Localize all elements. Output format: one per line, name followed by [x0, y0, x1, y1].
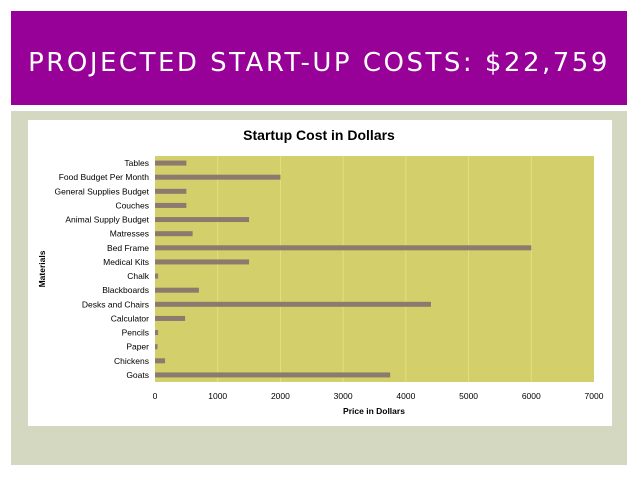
- bar: [155, 330, 159, 336]
- category-label: Matresses: [110, 229, 149, 239]
- category-label: Pencils: [122, 328, 149, 338]
- bar: [155, 273, 159, 279]
- x-tick-label: 6000: [522, 391, 541, 401]
- bar: [155, 217, 250, 223]
- x-tick-label: 1000: [208, 391, 227, 401]
- x-tick-labels: 0 1000 2000 3000 4000 5000 6000 7000: [153, 391, 604, 401]
- bar: [155, 245, 532, 251]
- x-tick-label: 0: [153, 391, 158, 401]
- bar: [155, 315, 186, 321]
- bar: [155, 358, 166, 364]
- bar: [155, 344, 158, 350]
- category-label: Food Budget Per Month: [59, 172, 150, 182]
- bar: [155, 188, 187, 194]
- category-label: Bed Frame: [107, 243, 149, 253]
- category-label: Chickens: [114, 356, 149, 366]
- slide-title: PROJECTED START-UP COSTS: $22,759: [28, 48, 610, 78]
- bar: [155, 301, 431, 307]
- bar: [155, 231, 193, 237]
- plot-area: [155, 156, 594, 382]
- bar-chart: Startup Cost in Dollars Tables Food Budge…: [37, 127, 604, 416]
- category-label: Animal Supply Budget: [65, 215, 149, 225]
- category-label: General Supplies Budget: [54, 186, 149, 196]
- gridlines: [217, 156, 532, 382]
- x-tick-label: 5000: [459, 391, 478, 401]
- x-tick-label: 4000: [396, 391, 415, 401]
- bar: [155, 287, 199, 293]
- category-label: Medical Kits: [103, 257, 149, 267]
- bars: [155, 160, 532, 378]
- category-label: Goats: [126, 370, 149, 380]
- x-tick-label: 7000: [585, 391, 604, 401]
- category-label: Chalk: [127, 271, 149, 281]
- bar: [155, 259, 250, 265]
- category-label: Calculator: [111, 313, 149, 323]
- category-label: Blackboards: [102, 285, 149, 295]
- bar: [155, 174, 281, 180]
- bar: [155, 372, 391, 378]
- chart-title: Startup Cost in Dollars: [243, 127, 395, 143]
- x-tick-label: 3000: [334, 391, 353, 401]
- category-label: Paper: [126, 342, 149, 352]
- x-tick-label: 2000: [271, 391, 290, 401]
- bar: [155, 160, 187, 166]
- bar: [155, 202, 187, 208]
- x-axis-title: Price in Dollars: [343, 406, 405, 416]
- title-banner: PROJECTED START-UP COSTS: $22,759: [11, 11, 627, 105]
- category-label: Desks and Chairs: [82, 299, 149, 309]
- chart-area: Startup Cost in Dollars Tables Food Budge…: [28, 120, 612, 426]
- category-label: Tables: [124, 158, 149, 168]
- y-axis-title: Materials: [37, 250, 47, 287]
- category-label: Couches: [115, 200, 149, 210]
- category-labels: Tables Food Budget Per Month General Suppl…: [54, 158, 149, 380]
